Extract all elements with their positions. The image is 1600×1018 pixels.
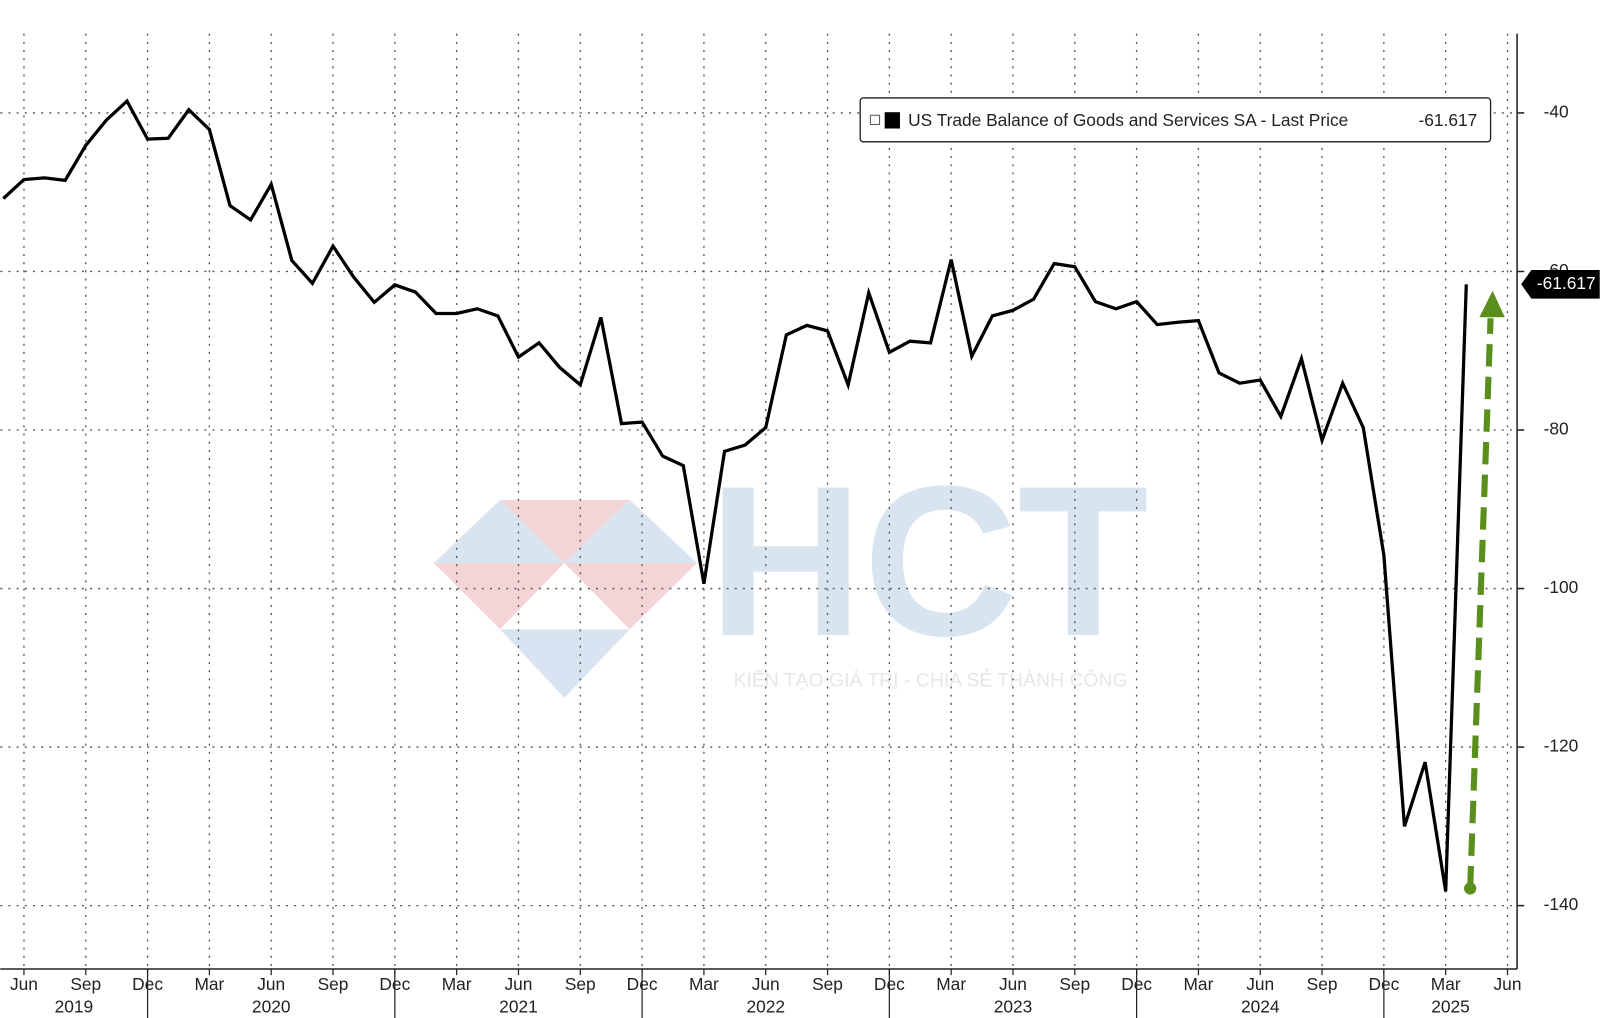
logo-shape bbox=[564, 499, 697, 564]
x-tick-label: Mar bbox=[689, 974, 719, 994]
legend-value: -61.617 bbox=[1419, 110, 1478, 130]
logo-shape bbox=[564, 563, 697, 630]
x-tick-label: Jun bbox=[752, 974, 780, 994]
legend-toggle[interactable] bbox=[869, 114, 881, 125]
legend-swatch bbox=[884, 112, 900, 129]
x-tick-label: Mar bbox=[442, 974, 472, 994]
y-tick-label: -80 bbox=[1544, 419, 1569, 439]
arrow-head bbox=[1479, 290, 1505, 318]
tag-value: -61.617 bbox=[1537, 273, 1596, 293]
data-line bbox=[2, 98, 1468, 892]
tag-box bbox=[1521, 270, 1600, 299]
x-year-label: 2022 bbox=[746, 996, 785, 1016]
x-tick-label: Jun bbox=[1494, 974, 1522, 994]
y-tick-label: -100 bbox=[1544, 577, 1579, 597]
x-tick-label: Mar bbox=[1431, 974, 1461, 994]
x-tick-label: Jun bbox=[999, 974, 1027, 994]
trend-arrow bbox=[1464, 290, 1505, 895]
arrow-dot bbox=[1464, 882, 1477, 895]
x-year-label: 2023 bbox=[994, 996, 1033, 1016]
x-year-label: 2024 bbox=[1241, 996, 1280, 1016]
x-year-label: 2025 bbox=[1431, 996, 1470, 1016]
arrow-shaft bbox=[1467, 318, 1494, 889]
last-price-tag: -61.617 bbox=[1521, 270, 1600, 299]
y-tick-label: -140 bbox=[1544, 894, 1579, 914]
x-tick-label: Jun bbox=[1246, 974, 1274, 994]
logo-shape bbox=[500, 499, 630, 564]
x-year-label: 2019 bbox=[55, 996, 94, 1016]
logo-text: HCT bbox=[708, 442, 1148, 681]
logo-shape bbox=[433, 563, 565, 630]
y-tick-label: -120 bbox=[1544, 736, 1579, 756]
y-tick-label: -40 bbox=[1544, 102, 1569, 122]
x-tick-label: Sep bbox=[812, 974, 843, 994]
x-tick-label: Sep bbox=[70, 974, 101, 994]
x-tick-label: Jun bbox=[504, 974, 532, 994]
logo-tagline: KIẾN TẠO GIÁ TRỊ - CHIA SẺ THÀNH CÔNG bbox=[734, 669, 1128, 692]
legend: US Trade Balance of Goods and Services S… bbox=[859, 97, 1492, 143]
watermark: HCT KIẾN TẠO GIÁ TRỊ - CHIA SẺ THÀNH CÔN… bbox=[433, 442, 1149, 698]
x-tick-label: Sep bbox=[1059, 974, 1090, 994]
x-year-label: 2021 bbox=[499, 996, 538, 1016]
plot bbox=[2, 98, 1468, 892]
x-tick-label: Sep bbox=[318, 974, 349, 994]
x-tick-label: Sep bbox=[1307, 974, 1338, 994]
x-tick-label: Jun bbox=[257, 974, 285, 994]
x-tick-label: Sep bbox=[565, 974, 596, 994]
logo-shape bbox=[433, 499, 565, 564]
logo-shape bbox=[500, 629, 630, 698]
x-tick-label: Mar bbox=[194, 974, 224, 994]
x-tick-label: Mar bbox=[936, 974, 966, 994]
legend-box bbox=[859, 97, 1492, 143]
x-year-label: 2020 bbox=[252, 996, 291, 1016]
x-tick-label: Mar bbox=[1184, 974, 1214, 994]
legend-label: US Trade Balance of Goods and Services S… bbox=[908, 110, 1348, 130]
grid: -40-60-80-100-120-140JunSepDecMarJunSepD… bbox=[0, 33, 1579, 1018]
x-tick-label: Jun bbox=[10, 974, 38, 994]
